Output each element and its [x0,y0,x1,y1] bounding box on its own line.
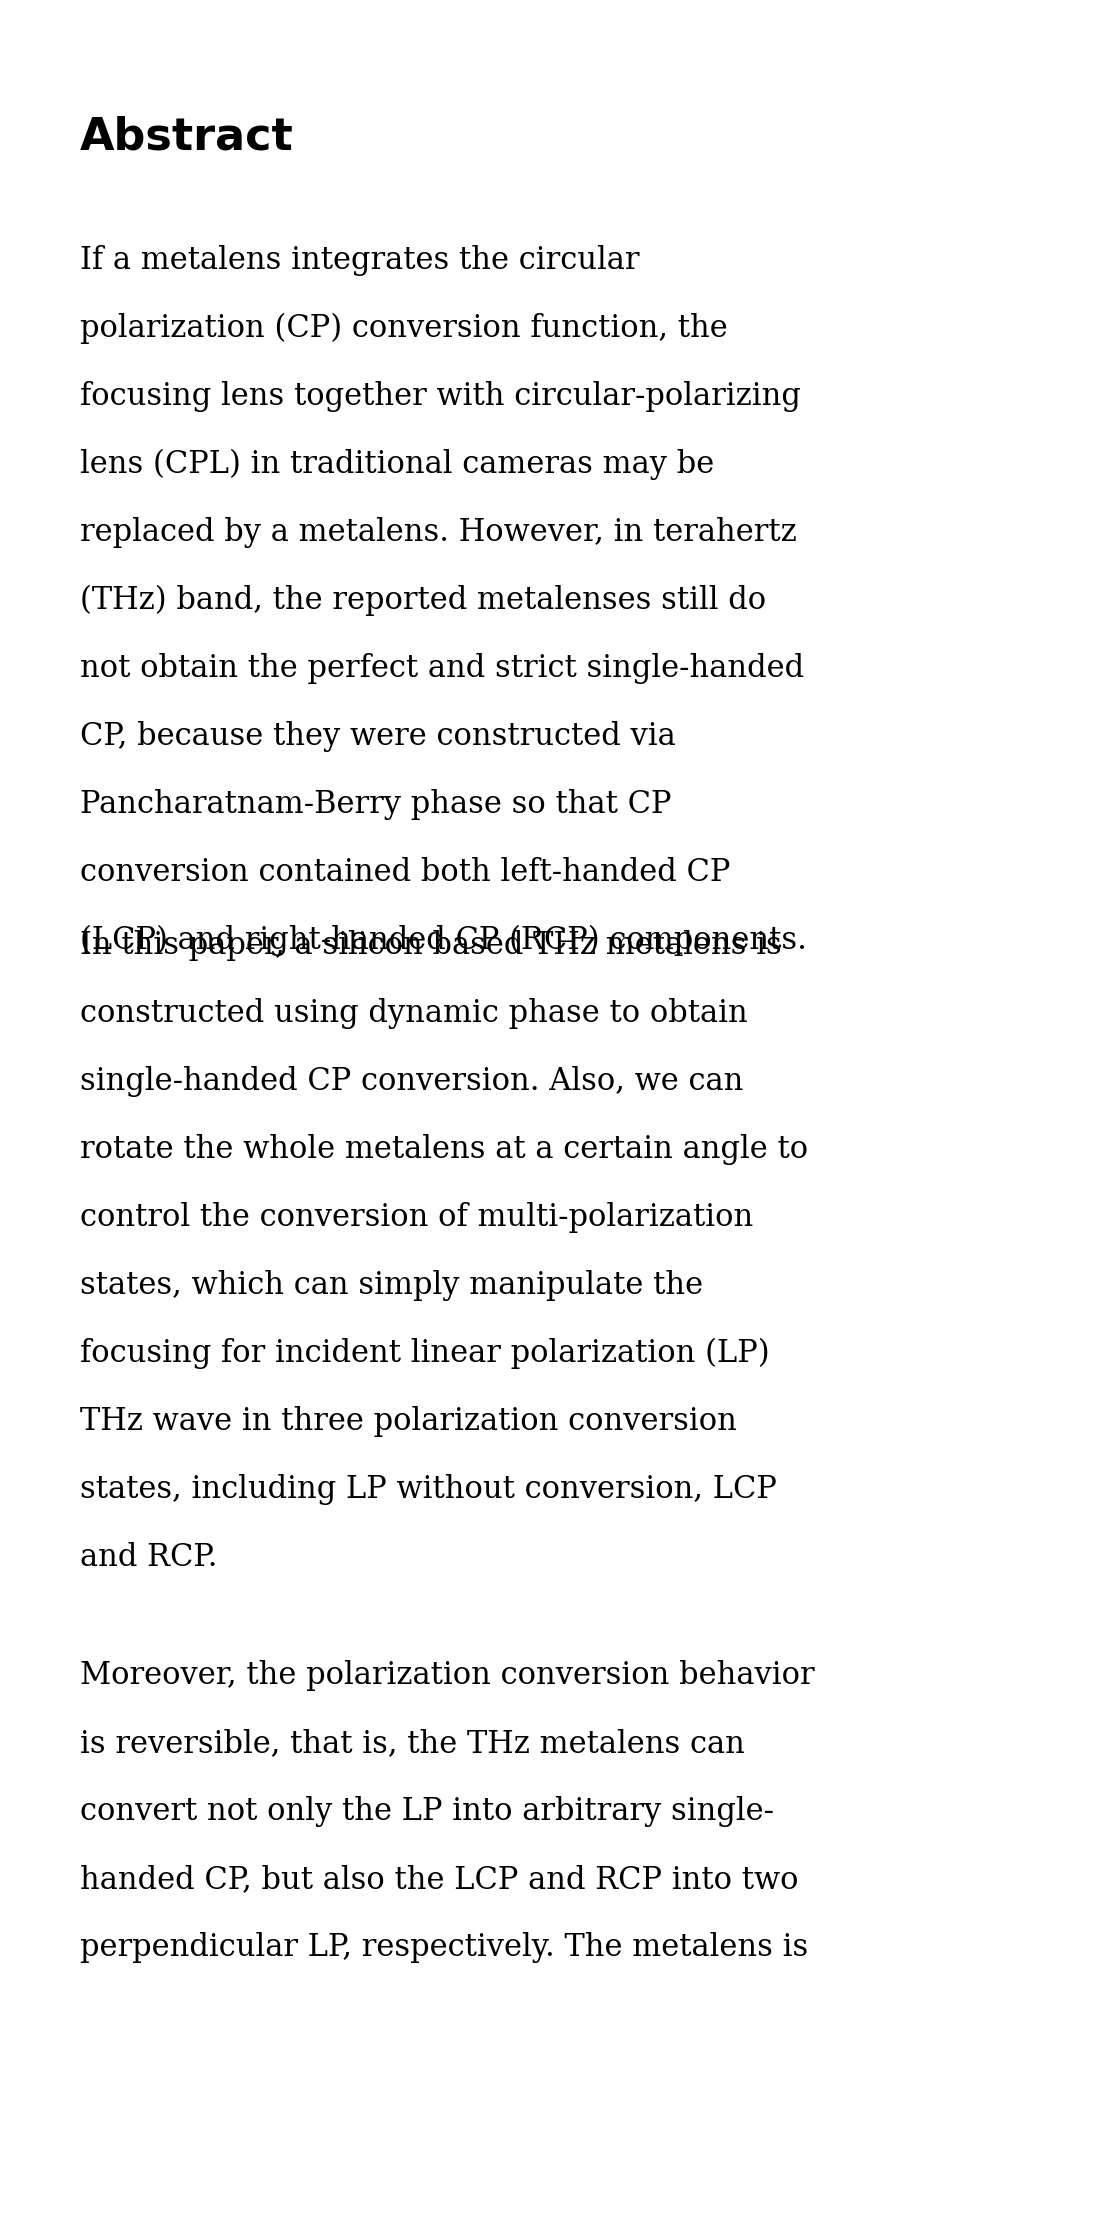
Text: Moreover, the polarization conversion behavior: Moreover, the polarization conversion be… [80,1661,814,1692]
Text: is reversible, that is, the THz metalens can: is reversible, that is, the THz metalens… [80,1728,745,1759]
Text: rotate the whole metalens at a certain angle to: rotate the whole metalens at a certain a… [80,1135,808,1166]
Text: polarization (CP) conversion function, the: polarization (CP) conversion function, t… [80,313,728,345]
Text: perpendicular LP, respectively. The metalens is: perpendicular LP, respectively. The meta… [80,1931,809,1963]
Text: constructed using dynamic phase to obtain: constructed using dynamic phase to obtai… [80,998,747,1029]
Text: states, including LP without conversion, LCP: states, including LP without conversion,… [80,1475,777,1504]
Text: not obtain the perfect and strict single-handed: not obtain the perfect and strict single… [80,653,804,685]
Text: control the conversion of multi-polarization: control the conversion of multi-polariza… [80,1202,753,1233]
Text: THz wave in three polarization conversion: THz wave in three polarization conversio… [80,1405,737,1437]
Text: In this paper, a silicon based THz metalens is: In this paper, a silicon based THz metal… [80,931,782,960]
Text: (LCP) and right-handed CP (RCP) components.: (LCP) and right-handed CP (RCP) componen… [80,924,806,956]
Text: CP, because they were constructed via: CP, because they were constructed via [80,721,676,752]
Text: handed CP, but also the LCP and RCP into two: handed CP, but also the LCP and RCP into… [80,1864,799,1896]
Text: lens (CPL) in traditional cameras may be: lens (CPL) in traditional cameras may be [80,450,714,481]
Text: states, which can simply manipulate the: states, which can simply manipulate the [80,1269,703,1300]
Text: single-handed CP conversion. Also, we can: single-handed CP conversion. Also, we ca… [80,1065,744,1097]
Text: conversion contained both left-handed CP: conversion contained both left-handed CP [80,857,731,888]
Text: replaced by a metalens. However, in terahertz: replaced by a metalens. However, in tera… [80,517,796,548]
Text: (THz) band, the reported metalenses still do: (THz) band, the reported metalenses stil… [80,584,766,615]
Text: Pancharatnam-Berry phase so that CP: Pancharatnam-Berry phase so that CP [80,790,671,819]
Text: and RCP.: and RCP. [80,1542,218,1573]
Text: focusing lens together with circular-polarizing: focusing lens together with circular-pol… [80,380,801,412]
Text: Abstract: Abstract [80,114,294,159]
Text: focusing for incident linear polarization (LP): focusing for incident linear polarizatio… [80,1338,770,1370]
Text: convert not only the LP into arbitrary single-: convert not only the LP into arbitrary s… [80,1797,774,1826]
Text: If a metalens integrates the circular: If a metalens integrates the circular [80,244,640,275]
